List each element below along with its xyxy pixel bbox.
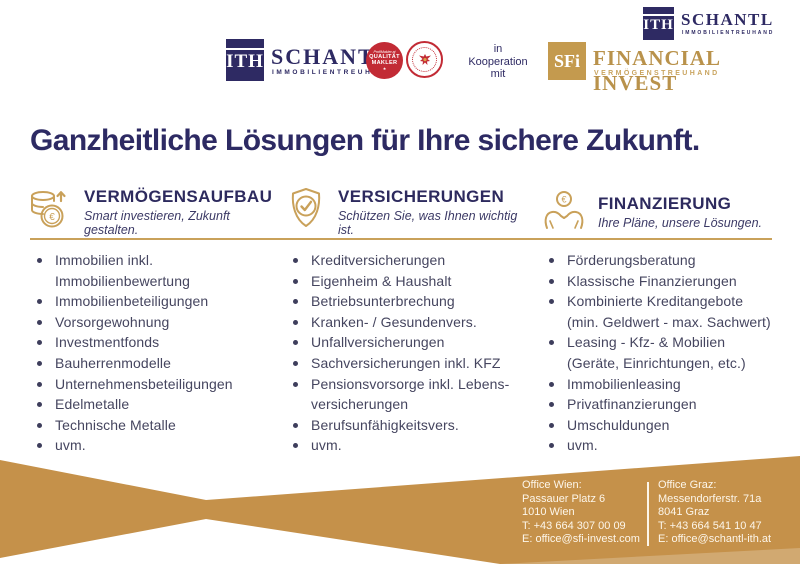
header: ITH SCHANTL IMMOBILIENTREUHAND ProfiMakl… — [0, 0, 800, 100]
list-item: Leasing - Kfz- & Mobilien (Geräte, Einric… — [540, 332, 790, 373]
section-title: VERMÖGENSAUFBAU — [84, 187, 273, 206]
austria-eagle-seal-icon — [406, 41, 443, 78]
section-subtitle: Smart investieren, Zukunft gestalten. — [84, 209, 230, 237]
section-subtitle: Ihre Pläne, unsere Lösungen. — [598, 216, 763, 230]
list-item: Förderungsberatung — [540, 250, 790, 271]
ith-monogram: ITH — [226, 47, 264, 73]
office-phone: T: +43 664 307 00 09 — [522, 519, 626, 532]
list-item: Umschuldungen — [540, 415, 790, 436]
section-vermoegensaufbau: € VERMÖGENSAUFBAU Smart investieren, Zuk… — [28, 186, 276, 238]
section-title: FINANZIERUNG — [598, 194, 732, 213]
list-item: uvm. — [284, 435, 534, 456]
list-item: Eigenheim & Haushalt — [284, 271, 534, 292]
office-phone: T: +43 664 541 10 47 — [658, 519, 762, 532]
list-item: Berufsunfähigkeitsvers. — [284, 415, 534, 436]
list-item: Unternehmensbeteiligungen — [28, 374, 278, 395]
list-item: Technische Metalle — [28, 415, 278, 436]
section-title: VERSICHERUNGEN — [338, 187, 505, 206]
gold-divider-rule — [30, 238, 772, 240]
hands-coin-icon: € — [540, 186, 588, 239]
page-title: Ganzheitliche Lösungen für Ihre sichere … — [30, 124, 700, 157]
office-address2: 1010 Wien — [522, 506, 575, 518]
shield-check-icon — [284, 186, 328, 239]
list-item: Bauherrenmodelle — [28, 353, 278, 374]
office-divider — [647, 482, 649, 546]
coins-euro-growth-icon: € — [28, 186, 74, 239]
cooperation-text: in Kooperation mit — [468, 43, 528, 80]
svg-text:€: € — [561, 194, 566, 204]
section-subtitle: Schützen Sie, was Ihnen wichtig ist. — [338, 209, 518, 237]
seal-line2: MAKLER — [371, 60, 398, 67]
list-item: Betriebsunterbrechung — [284, 291, 534, 312]
austria-seal-inner-ring — [412, 47, 437, 72]
svg-text:€: € — [49, 212, 55, 223]
seal-star: ★ — [382, 65, 387, 71]
list-item: Kombinierte Kreditangebote (min. Geldwert… — [540, 291, 790, 332]
list-item: Sachversicherungen inkl. KFZ — [284, 353, 534, 374]
office-address1: Passauer Platz 6 — [522, 492, 606, 505]
corner-brand-name: SCHANTL — [681, 10, 774, 29]
section-finanzierung: € FINANZIERUNG Ihre Pläne, unsere Lösung… — [540, 186, 788, 238]
list-item: Vorsorgewohnung — [28, 312, 278, 333]
corner-brand-subtitle: IMMOBILIENTREUHAND — [682, 30, 775, 36]
list-item: Immobilien inkl. Immobilienbewertung — [28, 250, 278, 291]
office-address2: 8041 Graz — [658, 506, 710, 518]
financial-invest-name: FINANCIAL INVEST — [593, 46, 720, 95]
schantl-ith-logo: ITH — [226, 39, 264, 81]
section-versicherungen: VERSICHERUNGEN Schützen Sie, was Ihnen w… — [284, 186, 532, 238]
office-wien-block: Office Wien: Passauer Platz 6 1010 Wien … — [522, 479, 640, 547]
office-graz-block: Office Graz: Messendorferstr. 71a 8041 G… — [658, 479, 771, 547]
list-item: Pensionsvorsorge inkl. Lebens-versicheru… — [284, 374, 534, 415]
seal-line1: QUALITÄT — [369, 53, 400, 60]
office-title: Office Wien: — [522, 479, 582, 491]
corner-ith-monogram: ITH — [643, 13, 674, 34]
eagle-glyph — [418, 53, 431, 65]
office-email: E: office@schantl-ith.at — [658, 533, 772, 545]
financial-invest-subtitle: VERMÖGENSTREUHAND — [594, 70, 720, 77]
list-item: Kranken- / Gesundenvers. — [284, 312, 534, 333]
list-item: uvm. — [28, 435, 278, 456]
office-address1: Messendorferstr. 71a — [658, 492, 762, 505]
sfi-logo: SFi — [548, 42, 586, 80]
list-item: Immobilienbeteiligungen — [28, 291, 278, 312]
versicherungen-list: Kreditversicherungen Eigenheim & Haushalt… — [284, 250, 534, 456]
office-email: E: office@sfi-invest.com — [522, 533, 640, 545]
list-item: Investmentfonds — [28, 332, 278, 353]
list-item: uvm. — [540, 435, 790, 456]
office-title: Office Graz: — [658, 479, 717, 491]
quality-makler-seal: ProfiMakler.at QUALITÄT MAKLER ★ — [366, 42, 403, 79]
list-item: Immobilienleasing — [540, 374, 790, 395]
sfi-monogram: SFi — [553, 50, 580, 71]
vermoegensaufbau-list: Immobilien inkl. Immobilienbewertung Immob… — [28, 250, 278, 456]
list-item: Edelmetalle — [28, 394, 278, 415]
list-item: Kreditversicherungen — [284, 250, 534, 271]
list-item: Unfallversicherungen — [284, 332, 534, 353]
schantl-brand-subtitle: IMMOBILIENTREUHAND — [272, 69, 395, 76]
list-item: Privatfinanzierungen — [540, 394, 790, 415]
list-item: Klassische Finanzierungen — [540, 271, 790, 292]
corner-schantl-logo: ITH — [643, 7, 674, 40]
finanzierung-list: Förderungsberatung Klassische Finanzierun… — [540, 250, 790, 456]
gold-ribbon-graphic — [0, 456, 800, 564]
seal-top-text: ProfiMakler.at — [373, 49, 396, 54]
